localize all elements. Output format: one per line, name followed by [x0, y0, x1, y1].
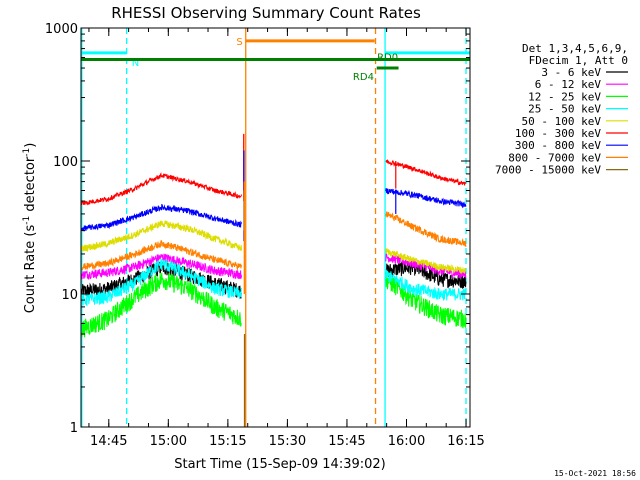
legend-entry-label: 3 - 6 keV: [541, 66, 601, 79]
state-label-rd4: RD4: [353, 72, 374, 83]
x-tick-label: 15:00: [150, 434, 187, 449]
plot-frame: [80, 27, 471, 428]
y-axis-label: Count Rate (s-1 detector-1): [22, 143, 38, 314]
series-line-post-saa: [385, 268, 467, 301]
x-tick-label: 15:15: [209, 434, 246, 449]
y-tick-label: 1: [70, 421, 78, 436]
legend-entry-label: 800 - 7000 keV: [508, 151, 601, 164]
series-line-post-saa: [385, 211, 467, 247]
legend-entry-label: 300 - 800 keV: [515, 139, 601, 152]
series-line-pre-saa: [81, 258, 242, 307]
x-tick-label: 16:00: [388, 434, 425, 449]
footer-timestamp: 15-Oct-2021 18:56: [554, 469, 636, 478]
series-line-post-saa: [385, 248, 467, 274]
legend-entry-label: 50 - 100 keV: [522, 115, 602, 128]
series-line-pre-saa: [81, 172, 242, 206]
y-tick-label: 100: [53, 155, 78, 170]
y-tick-label: 1000: [45, 22, 78, 37]
series-line-post-saa: [385, 252, 467, 279]
legend-entry-label: 12 - 25 keV: [528, 90, 601, 103]
series-line-pre-saa: [81, 253, 242, 281]
x-tick-label: 15:30: [269, 434, 306, 449]
series-line-pre-saa: [81, 261, 242, 299]
series-line-pre-saa: [81, 220, 242, 253]
x-tick-label: 16:15: [447, 434, 484, 449]
series-line-post-saa: [385, 188, 467, 209]
legend-entry-label: 6 - 12 keV: [535, 78, 602, 91]
legend-entry-label: 100 - 300 keV: [515, 127, 601, 140]
legend-header-line1: Det 1,3,4,5,6,9,: [522, 42, 628, 55]
state-label-rd0: RD0: [377, 52, 398, 63]
x-tick-label: 14:45: [90, 434, 127, 449]
chart-title: RHESSI Observing Summary Count Rates: [111, 4, 421, 22]
series-line-pre-saa: [81, 272, 242, 338]
series-line-post-saa: [385, 159, 467, 186]
legend-header-line2: FDecim 1, Att 0: [529, 54, 628, 67]
series-line-pre-saa: [81, 240, 242, 272]
state-label-s: S: [236, 37, 242, 48]
legend: Det 1,3,4,5,6,9, FDecim 1, Att 0 3 - 6 k…: [495, 42, 628, 177]
x-tick-label: 15:45: [328, 434, 365, 449]
legend-entry-label: 25 - 50 keV: [528, 103, 601, 116]
y-tick-label: 10: [61, 288, 78, 303]
series-line-post-saa: [385, 272, 467, 329]
x-axis-label: Start Time (15-Sep-09 14:39:02): [174, 457, 385, 472]
state-label-n: N: [132, 58, 139, 69]
legend-entry-label: 7000 - 15000 keV: [495, 164, 601, 177]
series-line-pre-saa: [81, 203, 242, 232]
